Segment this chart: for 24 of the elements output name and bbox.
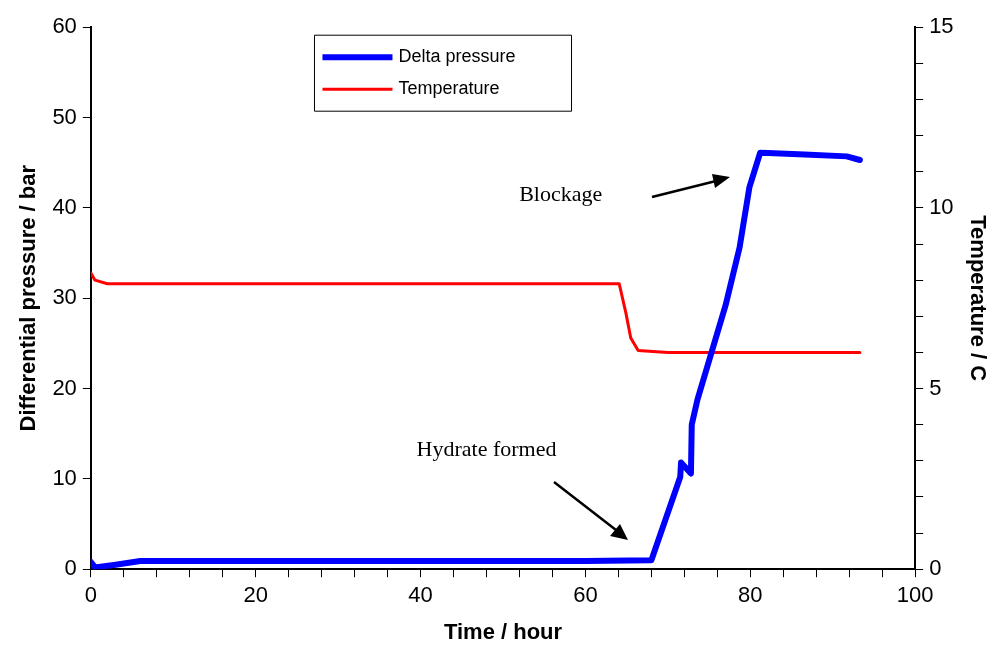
- x-tick-label: 40: [408, 582, 433, 608]
- y2-tick-label: 10: [929, 193, 954, 219]
- y-tick-label: 20: [52, 374, 77, 400]
- annotation: Blockage: [519, 181, 603, 206]
- y2-tick-label: 5: [929, 374, 942, 400]
- y-tick-label: 30: [52, 284, 77, 310]
- x-tick-label: 0: [84, 582, 97, 608]
- y-tick-label: 0: [64, 555, 77, 581]
- y-tick-label: 10: [52, 464, 77, 490]
- y2-axis-title: Temperature / C: [965, 215, 991, 382]
- x-tick-label: 20: [243, 582, 268, 608]
- y2-tick-label: 15: [929, 13, 954, 39]
- annotation: Hydrate formed: [416, 435, 557, 461]
- y-axis-title: Differential pressure / bar: [15, 164, 41, 432]
- legend-label: Temperature: [398, 78, 500, 99]
- y-tick-label: 60: [52, 13, 77, 39]
- y-tick-label: 40: [52, 193, 77, 219]
- y-tick-label: 50: [52, 103, 77, 129]
- legend-label: Delta pressure: [398, 46, 516, 67]
- x-axis-title: Time / hour: [443, 618, 563, 644]
- y2-tick-label: 0: [929, 555, 942, 581]
- x-tick-label: 100: [896, 582, 934, 608]
- x-tick-label: 60: [573, 582, 598, 608]
- x-tick-label: 80: [738, 582, 763, 608]
